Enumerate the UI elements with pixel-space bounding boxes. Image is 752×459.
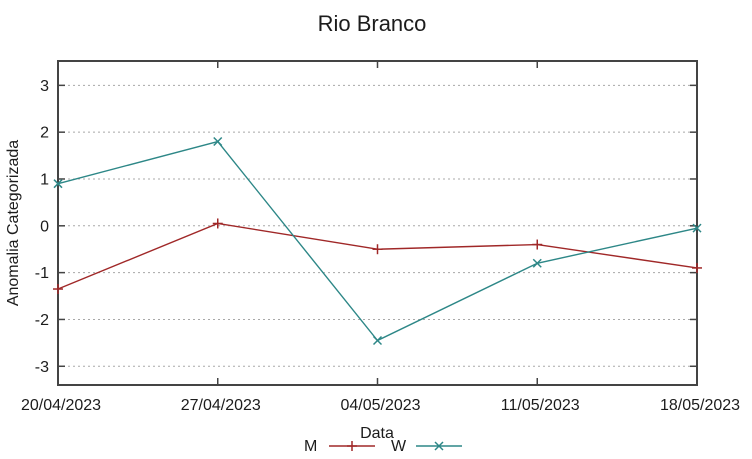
y-axis-label: Anomalia Categorizada (5, 140, 22, 306)
axes-layer: 3 2 1 0 -1 -2 -3 20/04/2023 27/04/2023 04/05/2023… (21, 60, 740, 414)
legend-marker (434, 441, 444, 451)
x-tick-label: 11/05/2023 (501, 397, 580, 414)
legend-label: M (304, 438, 317, 455)
series-layer (53, 137, 702, 346)
data-point-w (532, 258, 542, 268)
plot-border (57, 60, 698, 386)
y-tick-label: 1 (40, 171, 49, 188)
data-point-w (372, 335, 383, 346)
data-point-m (372, 244, 383, 255)
data-point-m (212, 218, 223, 229)
x-tick-label: 27/04/2023 (181, 397, 261, 414)
series-line-w (57, 140, 698, 342)
y-tick-label: 3 (40, 78, 49, 95)
cross-marker-icon (213, 137, 223, 147)
x-axis-label: Data (360, 425, 394, 442)
legend-item-m: M (304, 438, 375, 455)
data-point-w (213, 137, 223, 147)
data-point-m (692, 262, 702, 273)
grid-layer (58, 84, 697, 367)
y-tick-label: -1 (35, 265, 49, 282)
x-tick-label: 18/05/2023 (660, 397, 740, 414)
data-point-m (53, 284, 63, 295)
x-tick-label: 04/05/2023 (340, 397, 420, 414)
series-line-m (57, 222, 698, 290)
y-tick-label: -3 (35, 359, 49, 376)
data-point-m (532, 239, 543, 250)
data-point-w (692, 223, 702, 233)
legend-item-w: W (391, 438, 462, 455)
cross-marker-icon (434, 441, 444, 451)
cross-marker-icon (53, 179, 63, 189)
cross-marker-icon (372, 335, 383, 346)
y-tick-label: 2 (40, 125, 49, 142)
cross-marker-icon (532, 258, 542, 268)
legend-label: W (391, 438, 407, 455)
x-tick-label: 20/04/2023 (21, 397, 101, 414)
chart-title: Rio Branco (318, 11, 427, 36)
cross-marker-icon (692, 223, 702, 233)
legend-marker (347, 441, 357, 451)
y-tick-label: -2 (35, 312, 49, 329)
data-point-w (53, 179, 63, 189)
y-tick-label: 0 (40, 218, 49, 235)
